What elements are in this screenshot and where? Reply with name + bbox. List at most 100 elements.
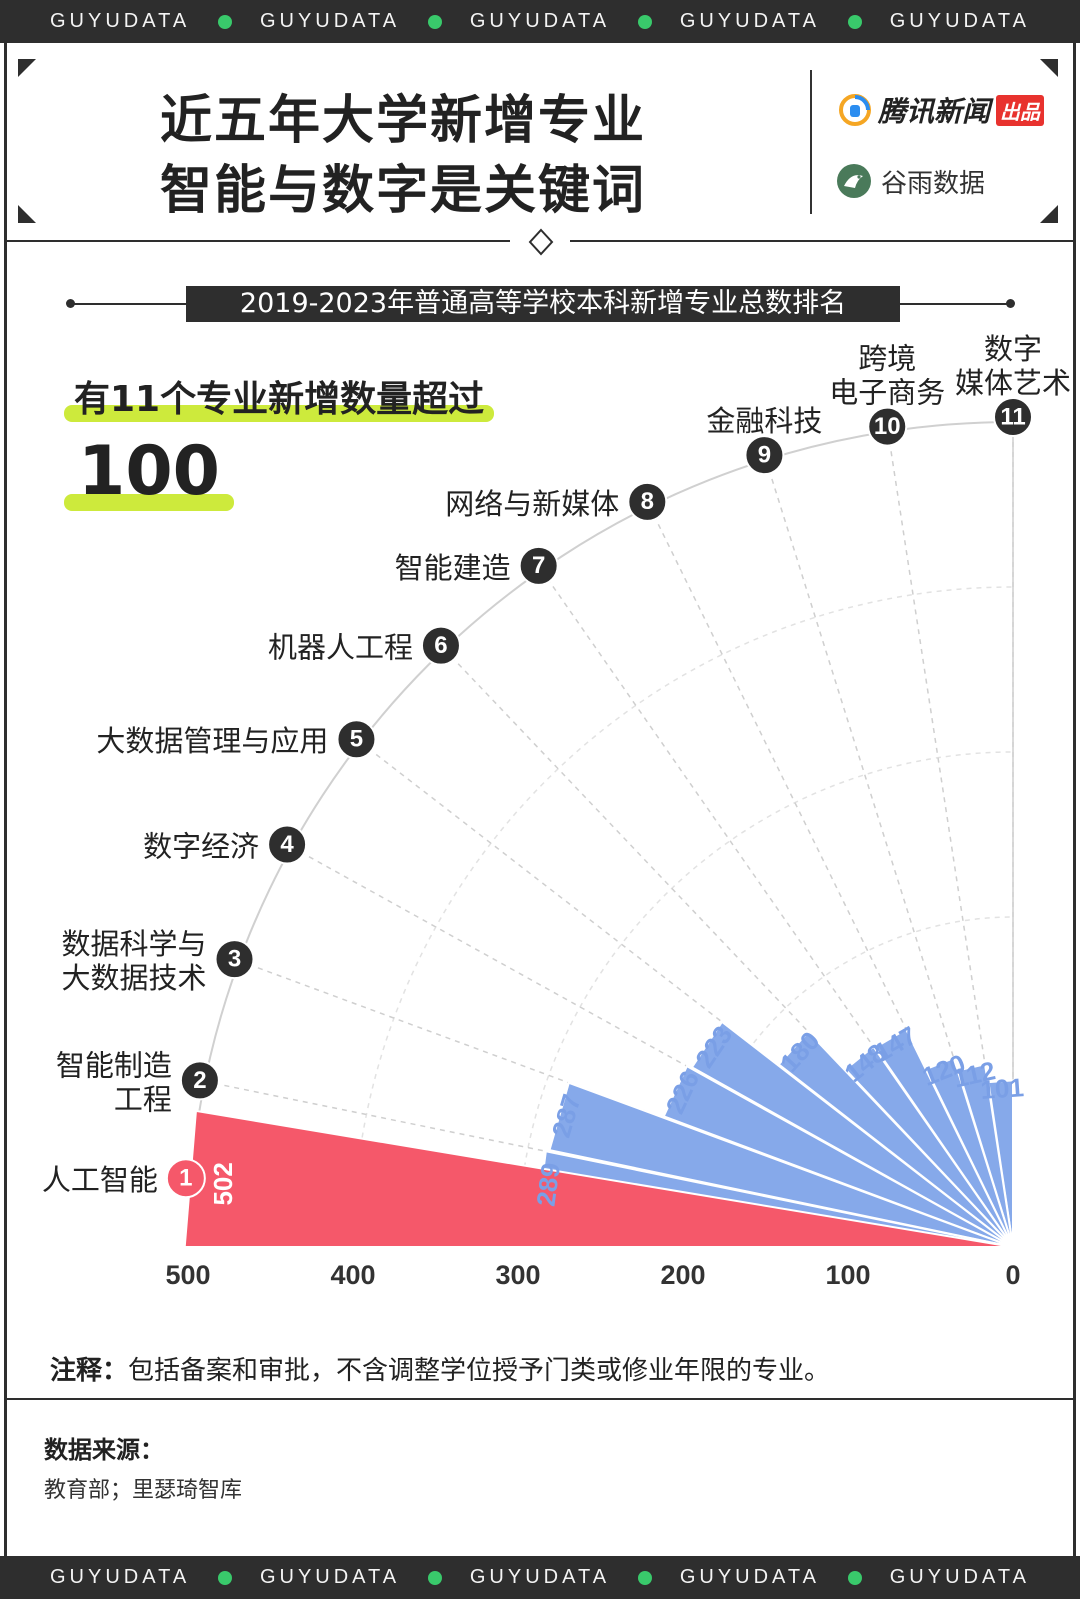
guyu-data-logo: 谷雨数据	[835, 162, 985, 200]
footnote: 注释：包括备案和审批，不含调整学位授予门类或修业年限的专业。	[50, 1350, 830, 1387]
tencent-news-logo: 腾讯新闻 出品	[838, 90, 1045, 130]
rank-marker	[744, 435, 785, 476]
category-label: 跨境	[858, 342, 916, 376]
category-label: 工程	[114, 1082, 172, 1116]
rank-number: 1	[179, 1165, 192, 1192]
rank-marker	[165, 1158, 206, 1199]
guide-line	[355, 738, 1014, 1248]
rank-number: 7	[532, 552, 545, 579]
band-dot	[637, 14, 652, 29]
callout: 有11个专业新增数量超过	[64, 370, 495, 422]
rank-marker	[420, 625, 461, 666]
band-text: GUYUDATA	[259, 10, 401, 32]
rank-marker	[267, 824, 308, 865]
source-text: 教育部；里瑟琦智库	[44, 1478, 243, 1503]
rank-marker	[993, 397, 1033, 437]
footer-rule	[4, 1398, 1076, 1400]
band-dot	[218, 1570, 233, 1585]
axis-tick-label: 300	[495, 1260, 540, 1290]
category-label: 数字	[984, 332, 1042, 366]
axis-tick-label: 0	[1005, 1260, 1020, 1290]
axis-tick-label: 500	[165, 1260, 210, 1290]
band-text: GUYUDATA	[50, 10, 191, 32]
category-label: 数字经济	[143, 830, 259, 864]
category-label: 媒体艺术	[955, 366, 1071, 400]
rank-number: 4	[280, 831, 294, 858]
category-label: 数据科学与	[61, 927, 206, 961]
page-title-line2: 智能与数字是关键词	[160, 161, 647, 221]
guide-line	[886, 426, 1014, 1248]
header-divider	[810, 70, 812, 214]
tencent-news-tag: 出品	[996, 94, 1045, 126]
corner-mark-tr	[1040, 59, 1058, 77]
rank-marker	[518, 545, 559, 586]
tencent-news-icon	[839, 94, 871, 126]
category-label: 机器人工程	[268, 631, 413, 665]
category-label: 网络与新媒体	[445, 487, 619, 521]
callout-text: 有11个专业新增数量超过	[64, 370, 495, 422]
source-label: 数据来源：	[44, 1436, 164, 1464]
bottom-brand-band: GUYUDATA GUYUDATA GUYUDATA GUYUDATA GUYU…	[0, 1556, 1080, 1599]
category-label: 人工智能	[42, 1163, 158, 1197]
category-label: 智能建造	[395, 551, 511, 585]
guyu-data-name: 谷雨数据	[881, 168, 986, 199]
band-text: GUYUDATA	[50, 1566, 191, 1588]
category-label: 大数据管理与应用	[96, 724, 328, 758]
rank-number: 9	[758, 441, 771, 468]
band-dot	[218, 14, 233, 29]
axis-tick-label: 200	[660, 1260, 705, 1290]
tencent-news-name: 腾讯新闻	[878, 95, 991, 128]
footnote-text: 包括备案和审批，不含调整学位授予门类或修业年限的专业。	[128, 1356, 831, 1386]
band-dot	[847, 14, 862, 29]
rank-number: 5	[350, 726, 363, 753]
guide-line	[440, 645, 1014, 1248]
corner-mark-br	[1040, 205, 1058, 223]
callout-number: 100	[64, 432, 234, 511]
category-label: 大数据技术	[61, 961, 206, 995]
top-brand-band: GUYUDATA GUYUDATA GUYUDATA GUYUDATA GUYU…	[0, 0, 1080, 43]
guyu-bird-icon	[837, 164, 871, 198]
header-corner-marks	[18, 59, 1058, 223]
subtitle-rule-right	[900, 303, 1010, 305]
subtitle-dot-right	[1006, 299, 1015, 308]
rank-marker	[179, 1060, 220, 1101]
band-dot	[847, 1570, 862, 1585]
category-label: 金融科技	[706, 404, 822, 438]
page-title-line1: 近五年大学新增专业	[160, 91, 647, 151]
band-text: GUYUDATA	[889, 1566, 1030, 1588]
band-text: GUYUDATA	[679, 1566, 820, 1588]
corner-mark-tl	[18, 59, 36, 77]
rank-number: 3	[228, 945, 241, 972]
chart-subtitle: 2019-2023年普通高等学校本科新增专业总数排名	[186, 286, 900, 322]
band-dot	[427, 14, 442, 29]
rank-marker	[214, 939, 255, 980]
rank-number: 8	[641, 488, 654, 515]
value-label: 289	[530, 1161, 566, 1208]
band-text: GUYUDATA	[469, 10, 611, 32]
undefined	[187, 421, 1014, 1248]
axis-tick-label: 400	[330, 1260, 375, 1290]
undefined	[682, 916, 1014, 1248]
rank-marker	[336, 719, 377, 760]
content-frame	[4, 43, 1076, 1556]
callout-number-wrap: 100	[64, 432, 234, 511]
undefined	[517, 751, 1014, 1248]
footnote-label: 注释：	[50, 1356, 129, 1386]
value-label: 101	[979, 1072, 1024, 1105]
rank-number: 2	[193, 1067, 206, 1094]
category-label: 电子商务	[829, 376, 945, 410]
guide-line	[646, 501, 1014, 1248]
value-label: 502	[208, 1162, 238, 1205]
band-dot	[637, 1570, 652, 1585]
band-text: GUYUDATA	[469, 1566, 611, 1588]
band-text: GUYUDATA	[259, 1566, 401, 1588]
header-rule-right	[570, 240, 1076, 242]
guide-line	[538, 565, 1014, 1248]
rank-marker	[627, 481, 668, 522]
rank-marker	[867, 406, 908, 447]
subtitle-rule-left	[70, 303, 186, 305]
header-rule-left	[4, 240, 510, 242]
band-text: GUYUDATA	[889, 10, 1030, 32]
axis-tick-label: 100	[825, 1260, 870, 1290]
